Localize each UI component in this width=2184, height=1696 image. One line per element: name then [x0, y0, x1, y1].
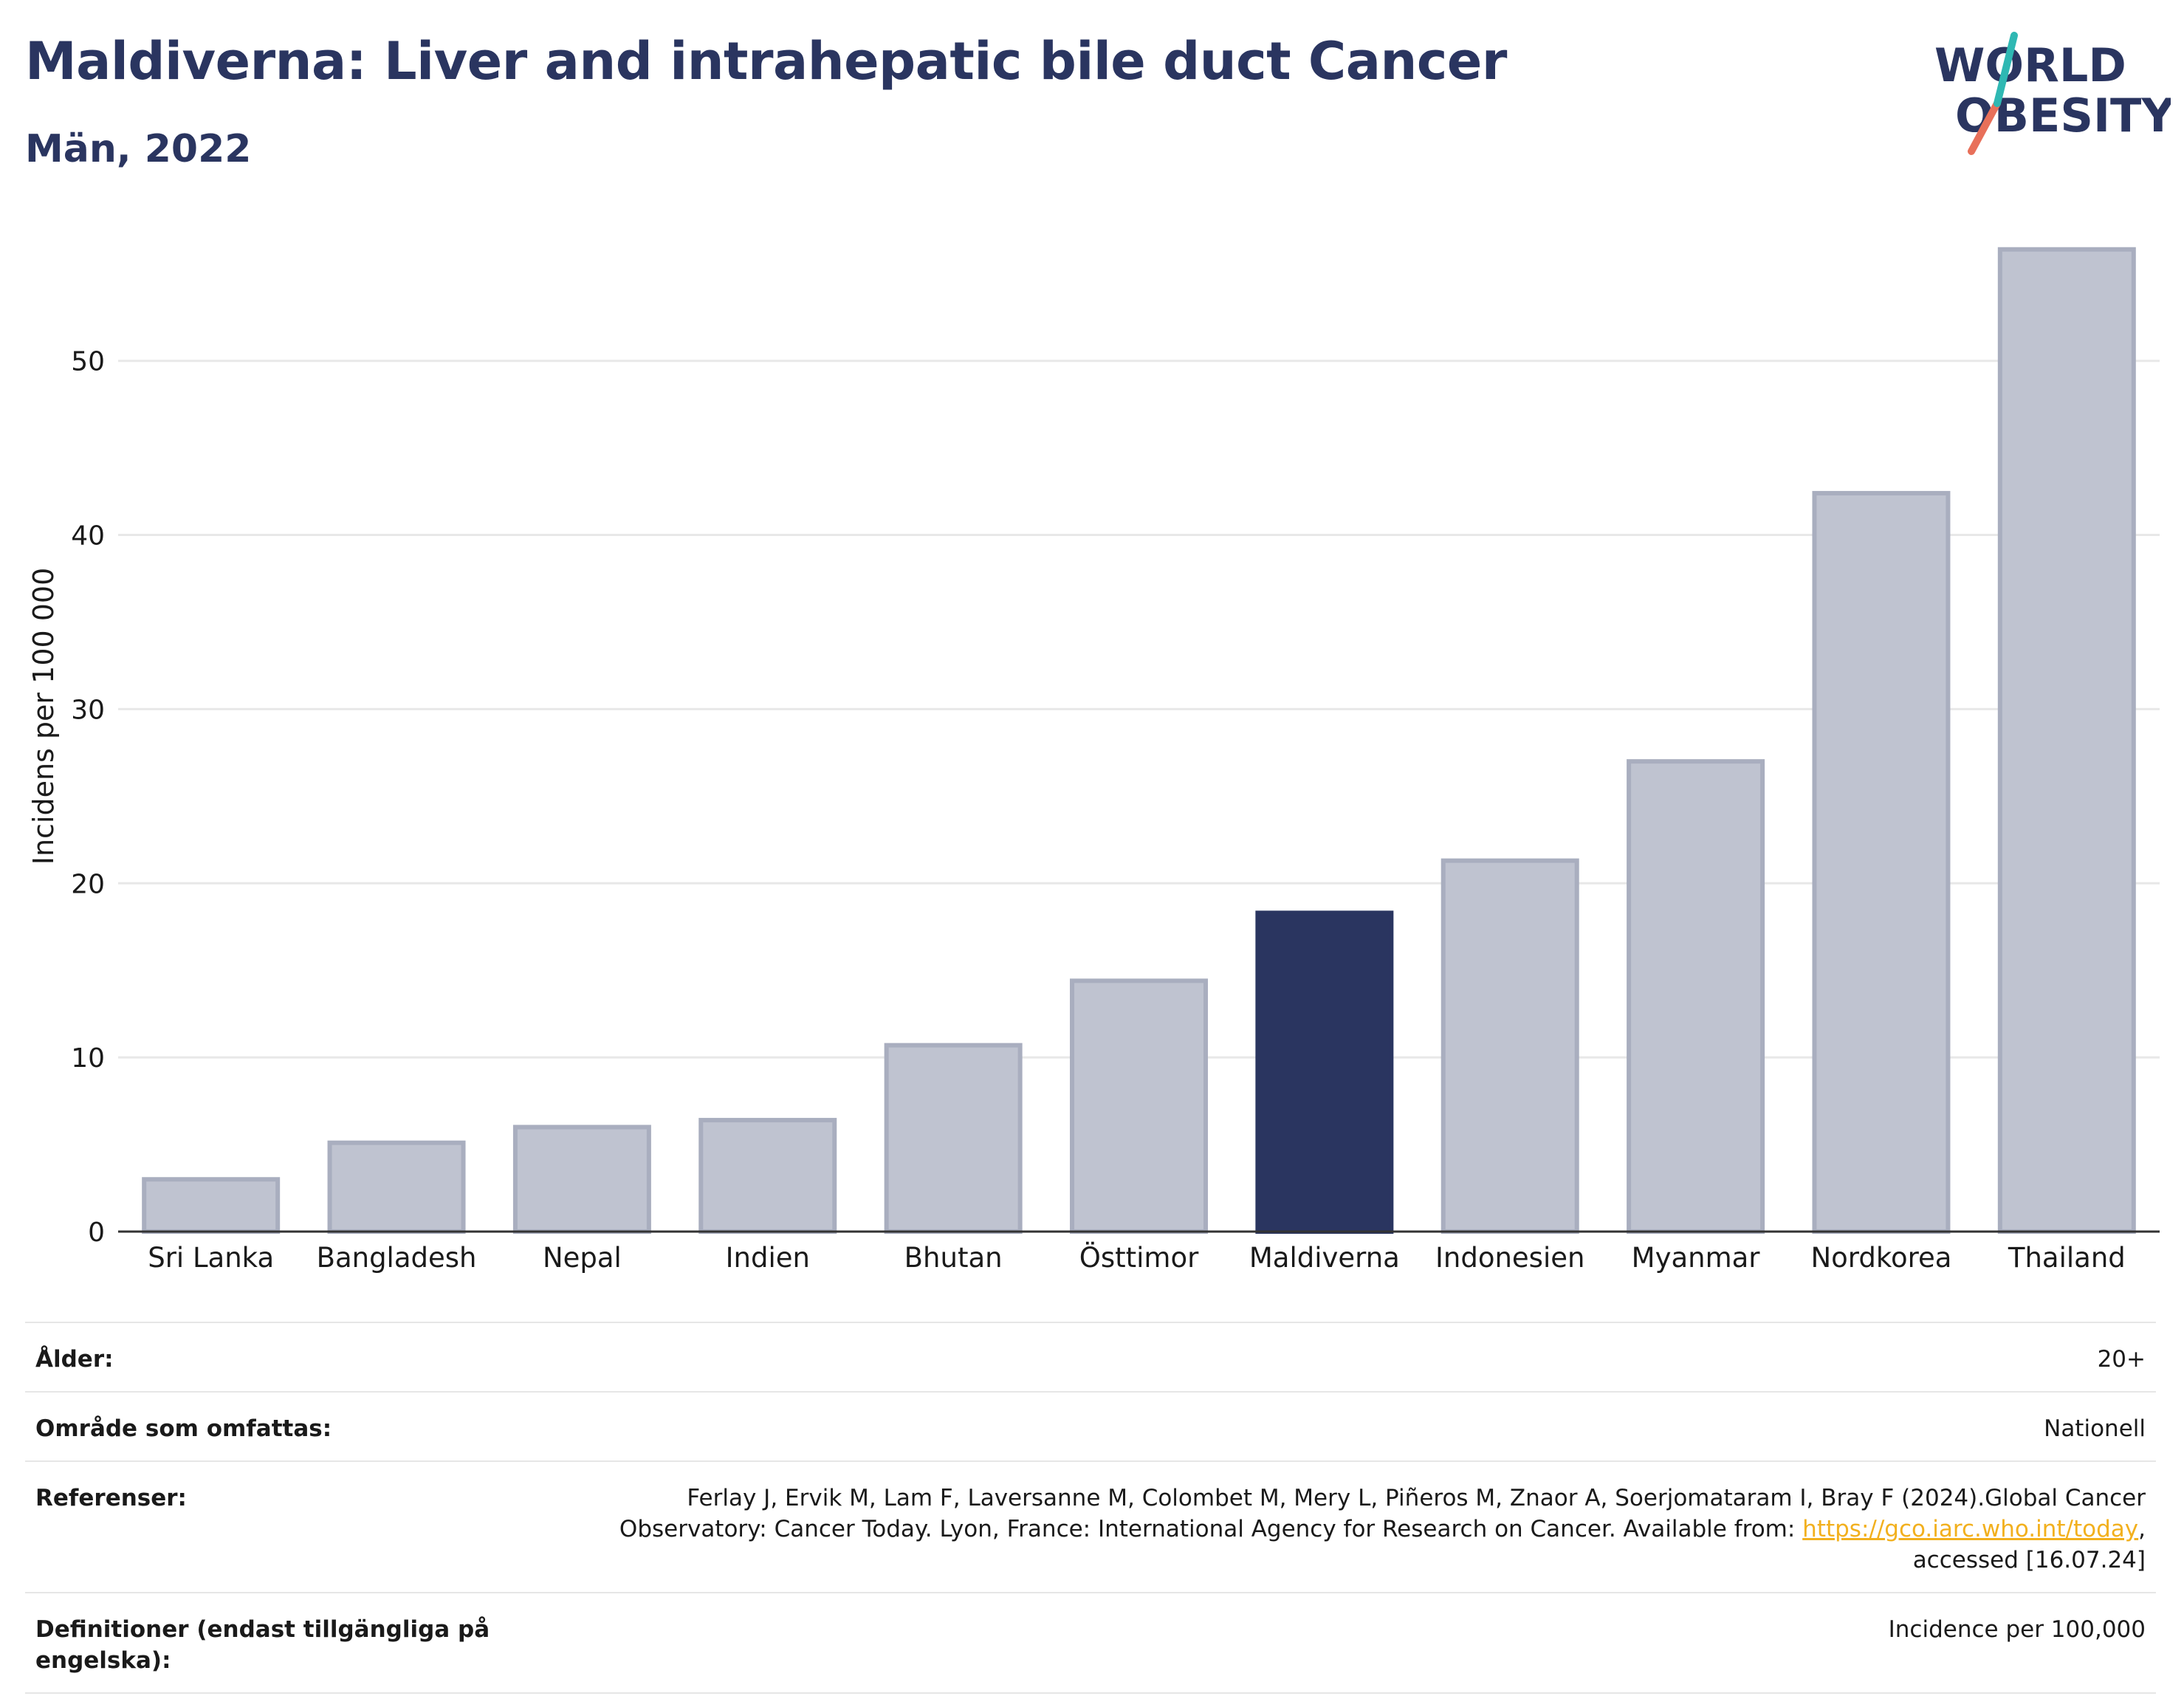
references-value: Ferlay J, Ervik M, Lam F, Laversanne M, …	[558, 1483, 2146, 1576]
info-row-references: Referenser: Ferlay J, Ervik M, Lam F, La…	[25, 1460, 2156, 1592]
bar-nepal[interactable]	[512, 1125, 651, 1235]
y-axis-label: Incidens per 100 000	[27, 568, 60, 865]
bar-indien[interactable]	[698, 1118, 837, 1234]
info-row-definitions: Definitioner (endast tillgängliga på eng…	[25, 1592, 2156, 1694]
y-tick-label: 20	[71, 869, 105, 899]
x-tick-label: Bhutan	[904, 1242, 1003, 1274]
reference-accessed: , accessed [16.07.24]	[1912, 1516, 2146, 1573]
x-tick-label: Myanmar	[1632, 1242, 1761, 1274]
x-tick-label: Nepal	[543, 1242, 622, 1274]
definitions-value: Incidence per 100,000	[1888, 1616, 2146, 1643]
info-row-area: Område som omfattas: Nationell	[25, 1391, 2156, 1460]
area-value: Nationell	[2044, 1415, 2146, 1442]
world-obesity-logo: WORLD OBESITY	[1934, 32, 2171, 155]
x-tick-label: Bangladesh	[317, 1242, 477, 1274]
area-label: Område som omfattas:	[35, 1415, 332, 1442]
bar-indonesien[interactable]	[1440, 858, 1579, 1234]
bar-sri-lanka[interactable]	[142, 1177, 281, 1234]
y-tick-label: 40	[71, 521, 105, 552]
x-tick-label: Sri Lanka	[148, 1242, 274, 1274]
bar-maldiverna[interactable]	[1255, 910, 1394, 1235]
bar-myanmar[interactable]	[1627, 759, 1765, 1234]
x-tick-label: Nordkorea	[1810, 1242, 1951, 1274]
axis-labels: 0 10 20 30 40 50 Sri Lanka Bangladesh Nepal Indie…	[71, 347, 2126, 1274]
bar-nordkorea[interactable]	[1812, 490, 1951, 1234]
logo-slash-coral	[1968, 100, 2001, 155]
bar-bhutan[interactable]	[884, 1043, 1023, 1234]
y-tick-label: 30	[71, 695, 105, 725]
y-tick-label: 0	[88, 1218, 105, 1248]
y-tick-label: 50	[71, 347, 105, 377]
bar-bangladesh[interactable]	[327, 1140, 466, 1234]
chart-title: Maldiverna: Liver and intrahepatic bile …	[25, 31, 1507, 92]
definitions-label: Definitioner (endast tillgängliga på eng…	[35, 1616, 490, 1674]
references-label: Referenser:	[35, 1485, 187, 1511]
x-tick-label: Thailand	[2008, 1242, 2126, 1274]
info-row-age: Ålder: 20+	[25, 1322, 2156, 1391]
bar-östtimor[interactable]	[1070, 978, 1208, 1235]
info-table: Ålder: 20+ Område som omfattas: Nationel…	[25, 1322, 2156, 1694]
logo-line1: WORLD	[1934, 38, 2126, 92]
bar-thailand[interactable]	[1997, 247, 2136, 1235]
x-tick-label: Indien	[726, 1242, 810, 1274]
bars	[142, 247, 2136, 1235]
age-value: 20+	[2097, 1346, 2146, 1373]
chart-subtitle: Män, 2022	[25, 127, 252, 171]
x-tick-label: Maldiverna	[1249, 1242, 1400, 1274]
age-label: Ålder:	[35, 1346, 114, 1373]
reference-text: Ferlay J, Ervik M, Lam F, Laversanne M, …	[619, 1485, 2146, 1542]
x-tick-label: Indonesien	[1435, 1242, 1584, 1274]
reference-link[interactable]: https://gco.iarc.who.int/today	[1802, 1516, 2139, 1542]
bar-chart: 0 10 20 30 40 50 Sri Lanka Bangladesh Nepal Indie…	[27, 247, 2160, 1274]
y-tick-label: 10	[71, 1043, 105, 1074]
x-tick-label: Östtimor	[1079, 1242, 1199, 1274]
logo-slash-teal	[1994, 32, 2018, 107]
